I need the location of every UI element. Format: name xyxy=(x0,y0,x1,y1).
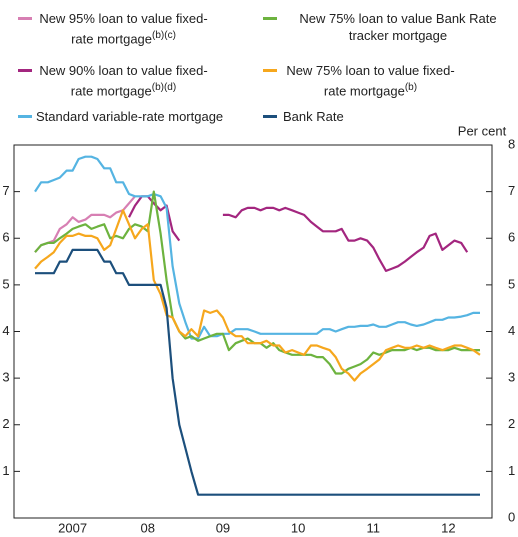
legend-key xyxy=(18,17,32,20)
legend-label: New 95% loan to value fixed-rate mortgag… xyxy=(39,11,208,47)
legend-note: (b) xyxy=(404,82,418,93)
y2-tick-label: 3 xyxy=(508,370,515,385)
legend-label: Bank Rate xyxy=(283,109,344,124)
y-tick-label: 3 xyxy=(2,370,9,385)
y-tick-label: 6 xyxy=(2,230,9,245)
legend-entry: New 95% loan to value fixed-rate mortgag… xyxy=(36,10,211,47)
y2-tick-label: 7 xyxy=(508,183,515,198)
series-line xyxy=(35,248,480,496)
legend-entry: New 75% loan to value Bank Rate tracker … xyxy=(283,10,513,44)
y-tick-label: 7 xyxy=(2,183,9,198)
x-tick-label: 08 xyxy=(141,520,155,535)
legend-key xyxy=(263,115,277,118)
y2-tick-label: 5 xyxy=(508,276,515,291)
legend-entry: New 90% loan to value fixed-rate mortgag… xyxy=(36,62,211,99)
y2-tick-label: 4 xyxy=(508,323,515,338)
legend-note: (b)(d) xyxy=(151,82,177,93)
y2-tick-label: 0 xyxy=(508,509,515,524)
series-line xyxy=(34,155,480,340)
series-line xyxy=(128,195,469,272)
x-tick-label: 12 xyxy=(441,520,455,535)
x-tick-label: 11 xyxy=(367,520,381,535)
legend-entry: Bank Rate xyxy=(283,108,403,125)
legend-entry: Standard variable-rate mortgage xyxy=(36,108,266,125)
x-tick-label: 10 xyxy=(291,520,305,535)
legend-label: Standard variable-rate mortgage xyxy=(36,109,224,124)
legend-label: New 75% loan to value fixed-rate mortgag… xyxy=(286,63,455,99)
y-tick-label: 4 xyxy=(2,323,9,338)
y2-tick-label: 2 xyxy=(508,416,515,431)
y2-tick-label: 1 xyxy=(508,463,515,478)
y2-axis-label: Per cent xyxy=(458,123,507,138)
y-tick-label: 5 xyxy=(2,276,9,291)
legend-key xyxy=(18,69,32,72)
y2-tick-label: 6 xyxy=(508,230,515,245)
legend-key xyxy=(263,69,277,72)
legend-key xyxy=(263,17,277,20)
x-tick-label: 2007 xyxy=(58,520,87,535)
x-tick-label: 09 xyxy=(216,520,230,535)
y-tick-label: 2 xyxy=(2,416,9,431)
legend-label: New 90% loan to value fixed-rate mortgag… xyxy=(39,63,208,99)
y-tick-label: 1 xyxy=(2,463,9,478)
legend-label: New 75% loan to value Bank Rate tracker … xyxy=(299,11,497,43)
legend-entry: New 75% loan to value fixed-rate mortgag… xyxy=(283,62,458,99)
y2-tick-label: 8 xyxy=(508,136,515,151)
legend-key xyxy=(18,115,32,118)
series-line xyxy=(34,209,481,382)
legend-note: (b)(c) xyxy=(152,30,176,41)
series-line xyxy=(34,195,136,253)
